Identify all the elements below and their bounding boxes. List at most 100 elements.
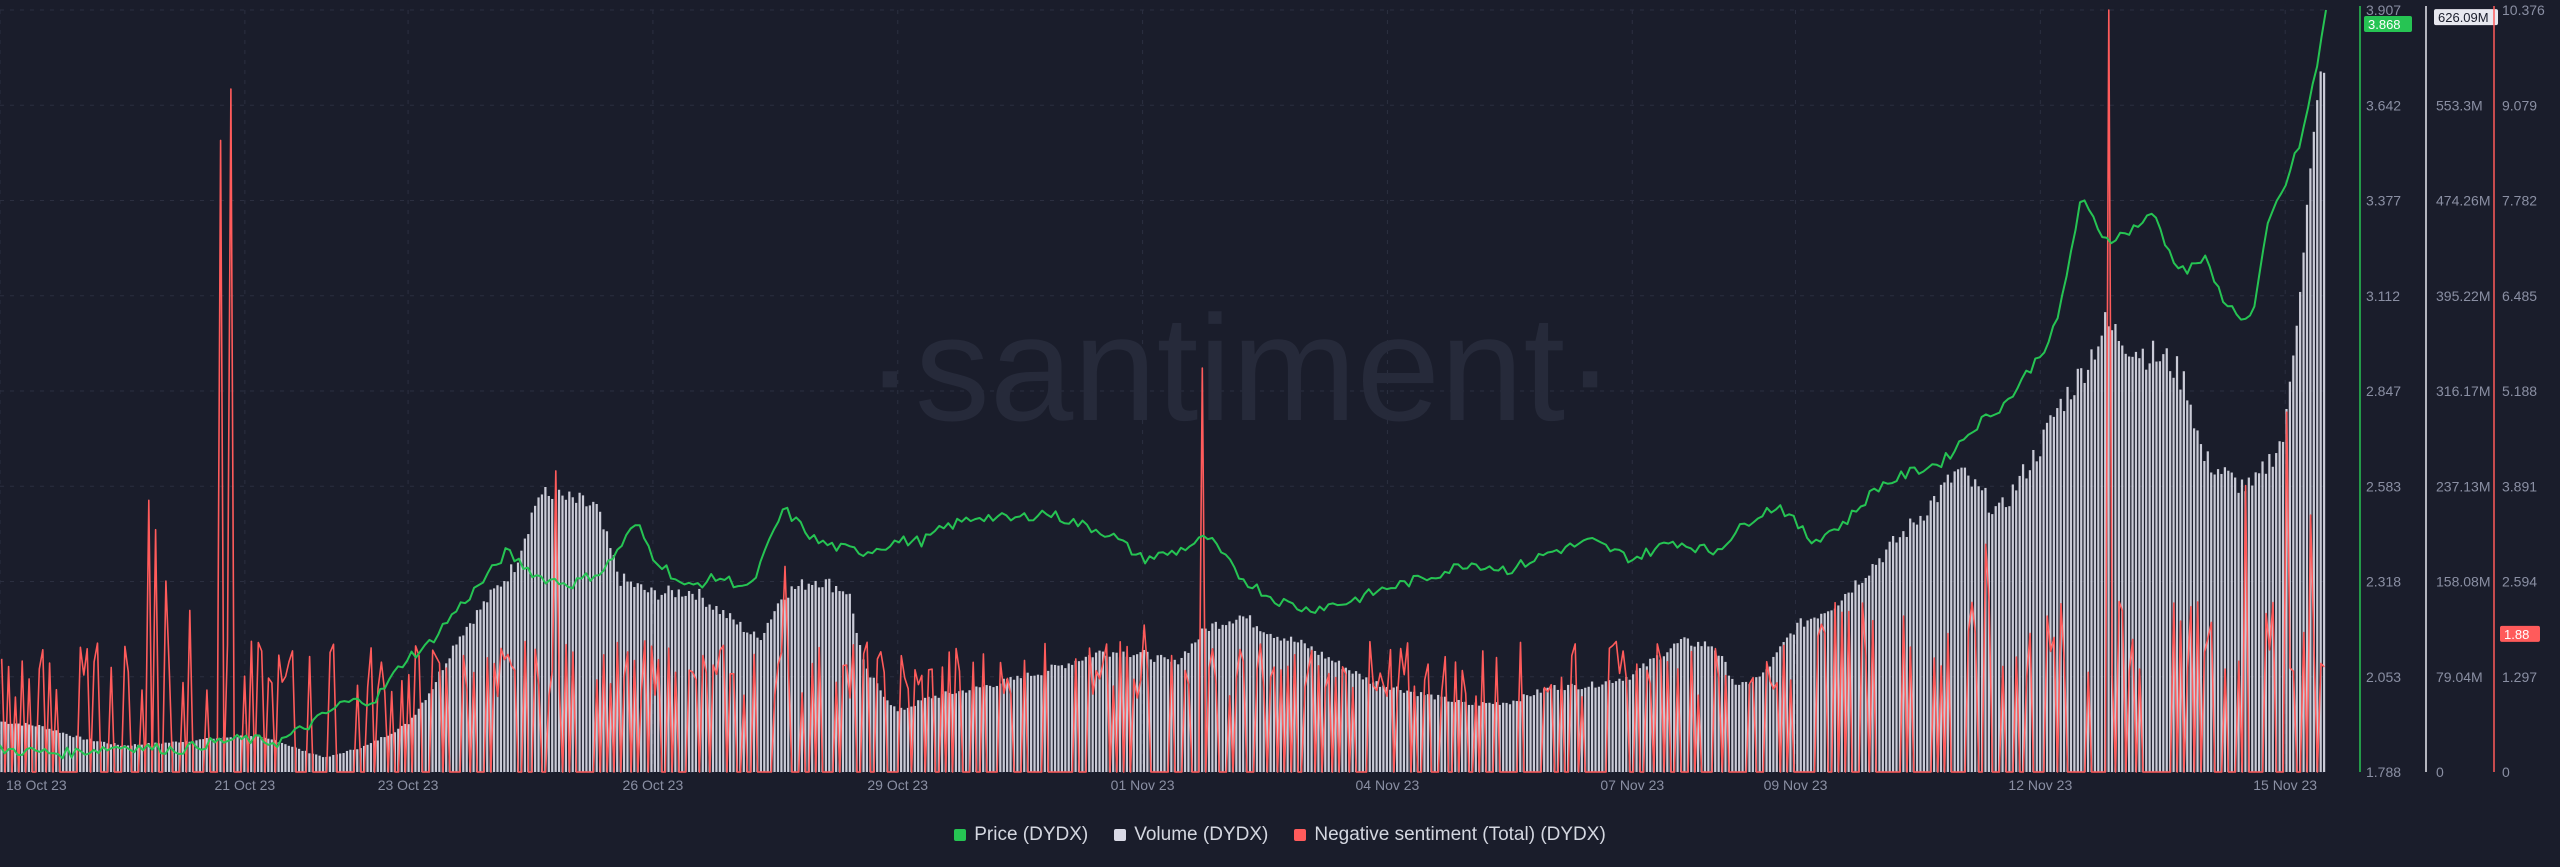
volume-bar bbox=[2001, 497, 2004, 772]
grid-layer bbox=[0, 9, 2326, 773]
volume-bar bbox=[520, 550, 523, 772]
volume-bar bbox=[1419, 692, 1423, 772]
volume-bar bbox=[1727, 675, 1731, 772]
volume-bar bbox=[65, 733, 68, 772]
volume-bar bbox=[725, 618, 728, 772]
volume-bar bbox=[2213, 474, 2216, 772]
chart-canvas: ·santiment· 3.907 3.642 3.377 3.112 2.847 2.5… bbox=[0, 2, 2545, 793]
volume-bar bbox=[1399, 690, 1402, 772]
volume-bar bbox=[1512, 700, 1515, 772]
volume-bar bbox=[1809, 618, 1813, 772]
legend-item-volume[interactable]: Volume (DYDX) bbox=[1114, 824, 1268, 846]
volume-bar bbox=[2028, 470, 2032, 772]
volume-bar bbox=[1320, 651, 1323, 772]
volume-bar bbox=[1519, 701, 1522, 772]
volume-bar bbox=[1830, 610, 1833, 772]
volume-bar bbox=[349, 749, 352, 772]
volume-bar bbox=[537, 497, 540, 772]
volume-bar bbox=[698, 588, 701, 772]
volume-bar bbox=[1666, 652, 1669, 772]
volume-bar bbox=[2131, 356, 2134, 772]
volume-bar bbox=[1016, 675, 1019, 772]
volume-bar bbox=[1977, 486, 1980, 772]
volume-bar bbox=[1484, 703, 1488, 772]
volume-bar bbox=[599, 511, 602, 772]
volume-bar bbox=[1850, 592, 1854, 772]
volume-bar bbox=[581, 495, 585, 772]
volume-bar bbox=[133, 744, 137, 772]
volume-bar bbox=[882, 696, 886, 772]
volume-bar bbox=[1703, 641, 1707, 772]
volume-bar bbox=[260, 737, 263, 772]
volume-bar bbox=[1652, 658, 1655, 772]
volume-bar bbox=[2322, 72, 2326, 773]
volume-bar bbox=[1584, 687, 1587, 772]
volume-bar bbox=[1474, 702, 1477, 772]
volume-bar bbox=[1963, 467, 1967, 772]
volume-bar bbox=[366, 744, 369, 772]
volume-bar bbox=[1498, 704, 1501, 772]
volume-bar bbox=[749, 634, 752, 772]
volume-bar bbox=[626, 581, 629, 772]
volume-bar bbox=[1375, 681, 1378, 772]
volume-bar bbox=[1738, 684, 1741, 772]
price-tick-label: 1.788 bbox=[2366, 764, 2401, 780]
volume-bar bbox=[804, 589, 807, 772]
volume-bar bbox=[434, 682, 438, 772]
price-tick-label: 3.377 bbox=[2366, 193, 2401, 209]
volume-bar bbox=[1094, 652, 1098, 772]
volume-bar bbox=[2063, 411, 2066, 772]
volume-bar bbox=[2145, 369, 2148, 772]
volume-bar bbox=[968, 690, 971, 772]
volume-bar bbox=[2151, 340, 2155, 772]
volume-bar bbox=[2172, 377, 2175, 772]
volume-bar bbox=[776, 603, 780, 772]
volume-bar bbox=[1307, 648, 1310, 772]
legend-item-price[interactable]: Price (DYDX) bbox=[954, 824, 1088, 846]
volume-bar bbox=[1266, 634, 1269, 772]
volume-bar bbox=[646, 592, 650, 772]
volume-bar bbox=[1632, 674, 1635, 772]
volume-bar bbox=[1881, 562, 1884, 772]
volume-tick-label: 0 bbox=[2436, 764, 2444, 780]
volume-bar bbox=[934, 695, 937, 772]
volume-bar bbox=[2278, 441, 2281, 772]
volume-bar bbox=[41, 726, 44, 772]
volume-bar bbox=[506, 581, 509, 772]
volume-bar bbox=[612, 554, 615, 772]
volume-bar bbox=[1926, 515, 1929, 772]
volume-bar bbox=[869, 677, 872, 772]
volume-bar bbox=[147, 742, 150, 772]
volume-bar bbox=[2261, 461, 2264, 772]
volume-bar bbox=[561, 495, 564, 772]
volume-bar bbox=[913, 705, 916, 772]
volume-bar bbox=[1868, 575, 1871, 772]
volume-bar bbox=[941, 693, 944, 772]
volume-bar bbox=[1105, 655, 1108, 772]
volume-bar bbox=[140, 744, 143, 772]
volume-bar bbox=[212, 738, 215, 772]
volume-bar bbox=[1601, 684, 1604, 772]
volume-bar bbox=[1012, 679, 1016, 772]
volume-bar bbox=[1423, 695, 1426, 772]
volume-bar bbox=[900, 707, 903, 772]
volume-bar bbox=[383, 737, 386, 772]
volume-bar bbox=[2220, 473, 2223, 772]
volume-bar bbox=[1313, 650, 1317, 772]
volume-bar bbox=[499, 586, 503, 772]
sentiment-tick-label: 2.594 bbox=[2502, 574, 2537, 590]
volume-bar bbox=[1166, 659, 1170, 772]
volume-bar bbox=[126, 745, 130, 772]
volume-bar bbox=[1714, 650, 1717, 772]
volume-bar bbox=[732, 619, 735, 772]
volume-bar bbox=[1043, 671, 1046, 772]
volume-bar bbox=[61, 732, 65, 772]
volume-bar bbox=[1002, 678, 1005, 772]
volume-bar bbox=[530, 512, 533, 772]
legend-item-sentiment[interactable]: Negative sentiment (Total) (DYDX) bbox=[1294, 824, 1606, 846]
volume-bar bbox=[643, 589, 646, 772]
volume-bar bbox=[2015, 490, 2018, 772]
volume-bar bbox=[1447, 701, 1450, 772]
volume-bar bbox=[2162, 354, 2165, 772]
volume-bar bbox=[2206, 451, 2209, 772]
